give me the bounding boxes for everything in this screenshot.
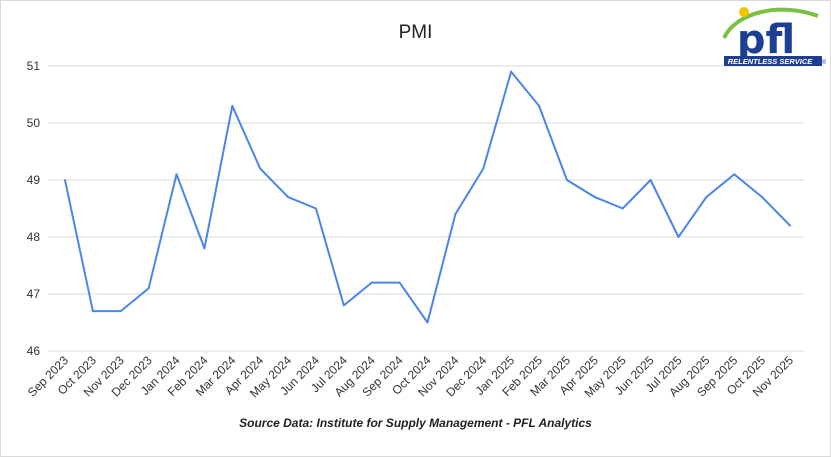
- logo-trademark: ®: [822, 59, 826, 66]
- data-point: [733, 173, 736, 176]
- data-point: [287, 196, 290, 199]
- data-point: [789, 224, 791, 227]
- data-point: [565, 179, 568, 181]
- data-point: [398, 281, 401, 284]
- data-point: [119, 310, 122, 313]
- y-axis-tick-labels: 46 47 48 49 50 51: [27, 59, 41, 358]
- data-point: [175, 173, 178, 176]
- y-tick-label: 51: [27, 59, 41, 73]
- pfl-logo: pfl RELENTLESS SERVICE ®: [722, 7, 826, 66]
- y-tick-label: 49: [27, 173, 41, 187]
- source-note: Source Data: Institute for Supply Manage…: [239, 416, 592, 430]
- data-point: [314, 207, 317, 210]
- series-layer: [64, 70, 791, 324]
- data-point: [538, 104, 541, 107]
- data-point: [203, 247, 206, 250]
- chart-title: PMI: [398, 22, 433, 43]
- data-point: [64, 179, 66, 181]
- data-point: [147, 287, 150, 290]
- data-point: [370, 281, 373, 284]
- logo-swoosh: [722, 7, 819, 39]
- logo-text: pfl: [737, 17, 795, 63]
- data-point: [91, 310, 94, 313]
- data-point: [649, 179, 652, 181]
- y-tick-label: 46: [27, 344, 41, 358]
- data-point: [705, 196, 708, 199]
- series-line-pmi: [64, 70, 791, 324]
- y-tick-label: 47: [27, 287, 41, 301]
- data-point: [593, 196, 596, 199]
- data-point: [231, 104, 234, 107]
- data-point: [761, 196, 764, 199]
- logo-tagline-band: [724, 56, 822, 66]
- data-point: [426, 321, 429, 324]
- logo-dot: [739, 7, 749, 17]
- data-point: [259, 167, 262, 170]
- logo-tagline: RELENTLESS SERVICE: [728, 57, 814, 66]
- data-point: [482, 167, 485, 170]
- y-tick-label: 48: [27, 230, 41, 244]
- data-point: [342, 304, 345, 307]
- data-point: [510, 70, 513, 73]
- data-point: [677, 236, 680, 238]
- gridlines: [48, 65, 804, 352]
- y-tick-label: 50: [27, 116, 41, 130]
- data-point: [621, 207, 624, 210]
- data-point: [454, 213, 457, 216]
